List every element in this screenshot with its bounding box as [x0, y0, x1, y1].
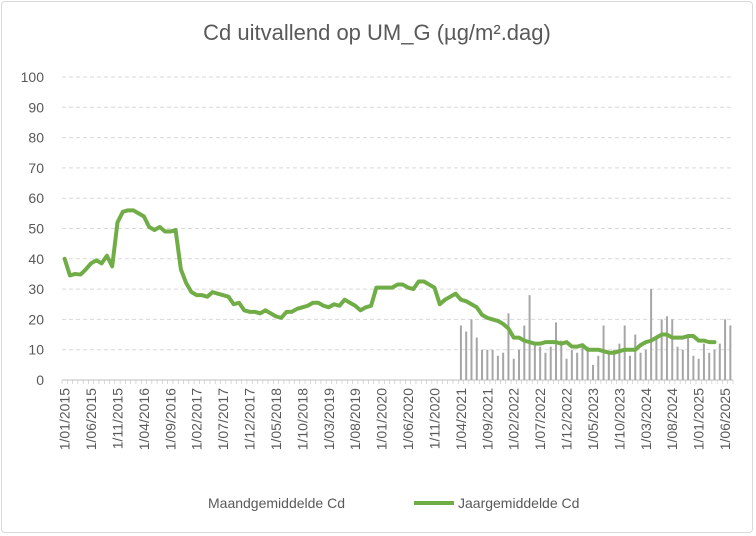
x-tick-label: 1/01/2020 — [374, 388, 390, 450]
x-tick-label: 1/02/2022 — [506, 388, 522, 450]
x-tick-label: 1/11/2015 — [109, 388, 125, 449]
x-tick-label: 1/06/2025 — [717, 388, 733, 450]
monthly-bar — [586, 346, 589, 380]
monthly-bar — [528, 295, 531, 380]
legend-item-yearly: Jaargemiddelde Cd — [414, 495, 579, 511]
monthly-bar — [639, 352, 642, 380]
x-tick-label: 1/11/2020 — [426, 388, 442, 449]
monthly-bar — [555, 322, 558, 380]
x-tick-label: 1/12/2017 — [242, 388, 258, 450]
x-tick-label: 1/04/2021 — [453, 388, 469, 450]
monthly-bar — [702, 343, 705, 380]
monthly-bar — [655, 337, 658, 380]
monthly-bar — [607, 352, 610, 380]
monthly-bar — [465, 331, 468, 380]
monthly-bar — [623, 325, 626, 380]
monthly-bar — [697, 358, 700, 380]
monthly-bar — [459, 325, 462, 380]
x-tick-label: 1/07/2022 — [532, 388, 548, 450]
monthly-bar — [549, 346, 552, 380]
legend-item-monthly: Maandgemiddelde Cd — [208, 495, 345, 511]
monthly-bar — [671, 319, 674, 380]
x-tick-label: 1/03/2019 — [321, 388, 337, 450]
y-tick-label: 40 — [28, 251, 44, 267]
monthly-bar — [576, 352, 579, 380]
legend: Maandgemiddelde Cd Jaargemiddelde Cd — [0, 495, 754, 519]
monthly-bar — [618, 343, 621, 380]
monthly-bar — [718, 343, 721, 380]
monthly-bar — [470, 319, 473, 380]
x-tick-label: 1/02/2017 — [189, 388, 205, 450]
monthly-bar — [502, 352, 505, 380]
x-tick-label: 1/10/2018 — [294, 388, 310, 450]
monthly-bar — [708, 352, 711, 380]
monthly-bar — [724, 319, 727, 380]
monthly-bar — [634, 334, 637, 380]
monthly-bar — [539, 346, 542, 380]
x-tick-label: 1/05/2018 — [268, 388, 284, 450]
x-tick-label: 1/01/2015 — [57, 388, 73, 450]
x-tick-label: 1/10/2023 — [611, 388, 627, 450]
monthly-bar — [560, 340, 563, 380]
x-tick-label: 1/07/2017 — [215, 388, 231, 450]
monthly-bar — [523, 325, 526, 380]
monthly-bar — [570, 349, 573, 380]
monthly-bar — [591, 364, 594, 380]
y-tick-label: 20 — [28, 311, 44, 327]
x-tick-label: 1/09/2016 — [162, 388, 178, 450]
x-tick-label: 1/01/2025 — [691, 388, 707, 450]
x-tick-label: 1/06/2020 — [400, 388, 416, 450]
y-tick-label: 60 — [28, 190, 44, 206]
monthly-bar — [713, 349, 716, 380]
monthly-bar — [565, 358, 568, 380]
x-tick-label: 1/04/2016 — [136, 388, 152, 450]
y-tick-label: 100 — [21, 69, 45, 85]
yearly-line — [62, 208, 717, 355]
monthly-bar — [692, 355, 695, 380]
monthly-bar — [533, 343, 536, 380]
x-tick-label: 1/12/2022 — [559, 388, 575, 450]
chart-title: Cd uitvallend op UM_G (µg/m².dag) — [203, 20, 551, 45]
monthly-bar — [729, 325, 732, 380]
x-tick-label: 1/03/2024 — [638, 388, 654, 450]
monthly-bar — [512, 358, 515, 380]
y-tick-label: 10 — [28, 342, 44, 358]
y-tick-label: 80 — [28, 130, 44, 146]
monthly-bar — [544, 352, 547, 380]
x-tick-label: 1/08/2024 — [664, 388, 680, 450]
monthly-bar — [676, 346, 679, 380]
x-tick-label: 1/05/2023 — [585, 388, 601, 450]
monthly-bar — [481, 349, 484, 380]
monthly-bar — [687, 334, 690, 380]
y-tick-label: 30 — [28, 281, 44, 297]
monthly-bar — [681, 349, 684, 380]
monthly-bar — [475, 337, 478, 380]
monthly-bar — [644, 349, 647, 380]
y-tick-label: 70 — [28, 160, 44, 176]
x-tick-label: 1/09/2021 — [479, 388, 495, 450]
monthly-bar — [518, 349, 521, 380]
y-tick-label: 90 — [28, 99, 44, 115]
x-tick-label: 1/08/2019 — [347, 388, 363, 450]
monthly-bar — [665, 316, 668, 380]
monthly-bar — [507, 313, 510, 380]
legend-swatch-yearly — [414, 501, 454, 505]
monthly-bar — [496, 355, 499, 380]
y-tick-label: 0 — [36, 372, 44, 388]
legend-label-yearly: Jaargemiddelde Cd — [458, 495, 580, 511]
monthly-bar — [581, 343, 584, 380]
monthly-bar — [491, 349, 494, 380]
monthly-bar — [660, 319, 663, 380]
monthly-bar — [628, 355, 631, 380]
monthly-bar — [486, 349, 489, 380]
monthly-bar — [613, 349, 616, 380]
monthly-bar — [650, 289, 653, 380]
monthly-bar — [597, 355, 600, 380]
y-tick-label: 50 — [28, 221, 44, 237]
x-tick-label: 1/06/2015 — [83, 388, 99, 450]
legend-label-monthly: Maandgemiddelde Cd — [208, 495, 345, 511]
